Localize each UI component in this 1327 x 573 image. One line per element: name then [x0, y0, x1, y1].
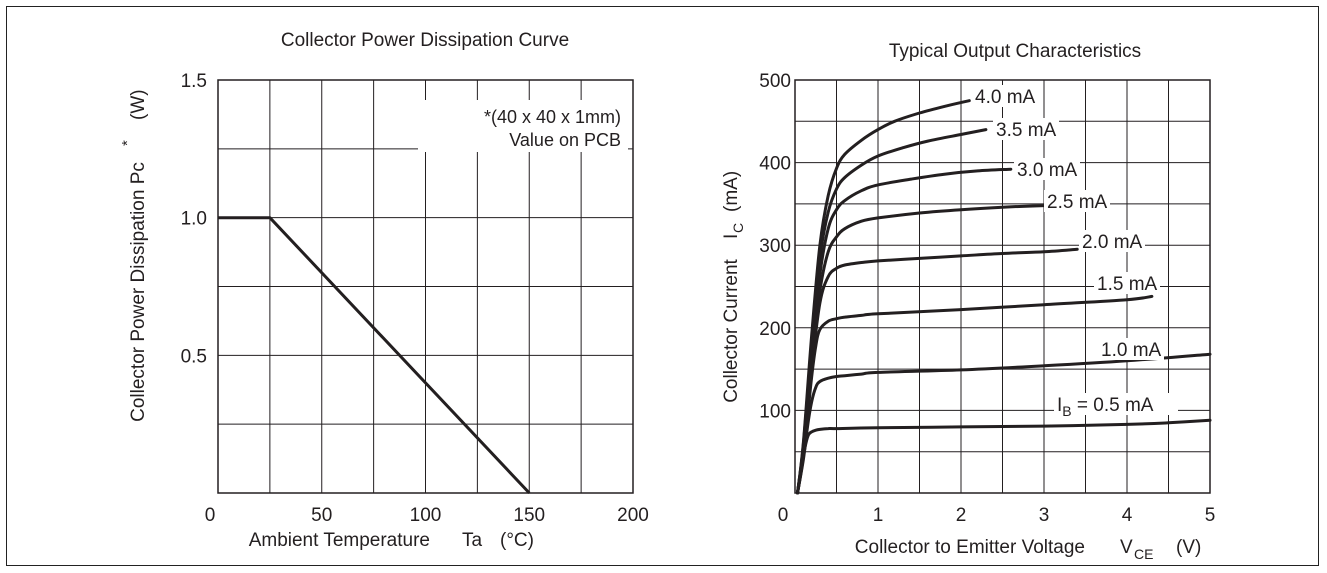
- chart2-curve-label: 1.5 mA: [1097, 274, 1158, 295]
- chart2-curve-label-bg: [1079, 230, 1145, 252]
- chart1-x-tick-label: 100: [410, 505, 442, 526]
- chart1-note-line2: Value on PCB: [509, 130, 621, 150]
- chart2-y-tick-label: 400: [759, 154, 791, 175]
- chart2-y-axis-unit: (mA): [721, 171, 742, 212]
- chart1-title: Collector Power Dissipation Curve: [281, 30, 569, 51]
- chart1-x-tick-label: 200: [617, 505, 649, 526]
- chart2-curve-label: 2.0 mA: [1082, 232, 1143, 253]
- chart2-x-tick-label: 1: [873, 505, 884, 526]
- chart2-curve-label-bg: [972, 85, 1038, 107]
- chart2-x-tick-label: 3: [1039, 505, 1050, 526]
- chart1-y-axis-title: Collector Power Dissipation Pc * (W): [119, 89, 149, 421]
- chart1-x-tick-label: 150: [513, 505, 545, 526]
- chart2-y-tick-labels: 100 200 300 400 500: [759, 71, 791, 422]
- chart2-x-axis-unit: (V): [1176, 537, 1201, 558]
- chart2-curve-label: 4.0 mA: [975, 87, 1036, 108]
- chart2-curve-1-0mA: [796, 352, 1212, 495]
- chart2-x-axis-symbol: V: [1120, 537, 1133, 558]
- chart2-curve-label: 3.0 mA: [1017, 160, 1078, 181]
- chart2-curve-labels: 4.0 mA 3.5 mA 3.0 mA 2.5 mA 2.0 mA 1.5 mA 1.0 …: [972, 85, 1178, 419]
- chart2-x-axis-subscript: CE: [1134, 546, 1153, 562]
- chart2-y-axis-title: Collector Current I C (mA): [721, 171, 746, 403]
- chart1-x-tick-labels: 0 50 100 150 200: [205, 505, 649, 526]
- chart2-x-tick-label: 5: [1205, 505, 1216, 526]
- chart1-note-box: [418, 100, 628, 152]
- chart2-curve-label-bg: [1098, 338, 1164, 360]
- chart2-curve-label: 2.5 mA: [1047, 192, 1108, 213]
- chart1-dissipation-line: [218, 216, 531, 495]
- chart1-y-tick-label: 0.5: [181, 346, 207, 367]
- chart2-curve-0-5mA: [796, 418, 1212, 495]
- chart2-y-axis-label: Collector Current: [721, 258, 742, 402]
- chart2-series: [796, 99, 1212, 495]
- chart1-x-axis-title: Ambient Temperature: [249, 530, 430, 551]
- chart1-x-axis-unit: (°C): [500, 530, 534, 551]
- chart2-curve-label: IB = 0.5 mA: [1057, 395, 1154, 419]
- chart2-curve-1-5mA: [796, 294, 1154, 495]
- chart1-y-tick-label: 1.0: [181, 209, 207, 230]
- chart1-x-axis-symbol: Ta: [462, 530, 483, 551]
- chart1-note-line1: *(40 x 40 x 1mm): [484, 107, 621, 127]
- chart2-curve-label-bg: [1094, 272, 1160, 294]
- output-characteristics-chart: Typical Output Characteristics 4.0 mA 3.5…: [721, 41, 1215, 562]
- chart2-curve-label: 1.0 mA: [1101, 340, 1162, 361]
- chart2-y-tick-label: 500: [759, 71, 791, 92]
- chart1-y-axis-label: Collector Power Dissipation Pc: [128, 162, 149, 422]
- chart1-y-tick-label: 1.5: [181, 71, 207, 92]
- chart2-curve-label: 3.5 mA: [996, 120, 1057, 141]
- chart2-x-tick-label: 4: [1122, 505, 1133, 526]
- chart2-y-axis-symbol: I: [721, 234, 742, 239]
- chart2-y-axis-subscript: C: [730, 223, 746, 233]
- chart2-y-tick-label: 100: [759, 401, 791, 422]
- chart1-x-tick-label: 0: [205, 505, 216, 526]
- figure-frame: [6, 6, 1319, 566]
- chart1-series: [218, 216, 531, 495]
- chart1-y-tick-labels: 0.5 1.0 1.5: [181, 71, 207, 367]
- chart2-x-tick-label: 0: [778, 505, 789, 526]
- chart2-title: Typical Output Characteristics: [889, 41, 1141, 62]
- chart2-curve-label-bg: [1014, 158, 1080, 180]
- chart2-y-tick-label: 200: [759, 319, 791, 340]
- chart2-y-tick-label: 300: [759, 236, 791, 257]
- chart2-x-axis-title: Collector to Emitter Voltage: [855, 537, 1085, 558]
- chart1-y-axis-asterisk: *: [119, 140, 136, 146]
- chart2-curve-label-bg: [1054, 393, 1178, 415]
- chart1-x-tick-label: 50: [311, 505, 332, 526]
- chart2-x-tick-labels: 0 1 2 3 4 5: [778, 505, 1216, 526]
- power-dissipation-chart: Collector Power Dissipation Curve *(40 x…: [119, 30, 649, 551]
- chart1-y-axis-unit: (W): [128, 89, 149, 120]
- chart2-curve-label-bg: [1044, 190, 1110, 212]
- chart2-curve-label-bg: [993, 118, 1059, 140]
- chart2-x-tick-label: 2: [956, 505, 967, 526]
